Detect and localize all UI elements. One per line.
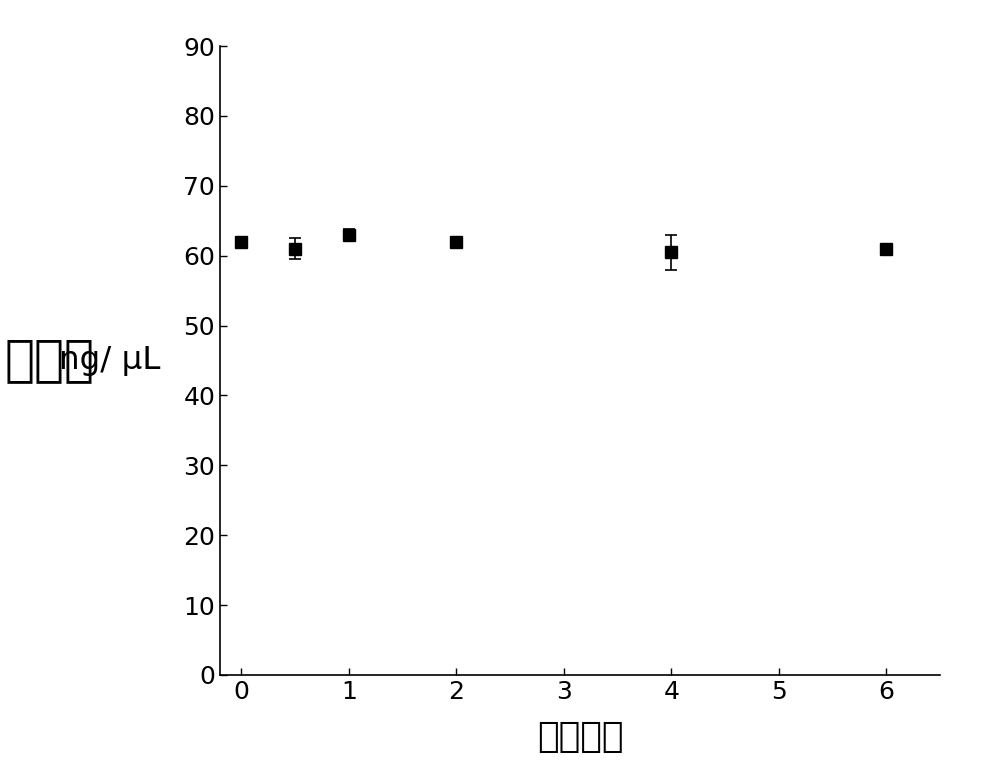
Text: ng/ μL: ng/ μL — [59, 345, 161, 376]
Text: 浓度，: 浓度， — [5, 337, 95, 384]
X-axis label: 时间，月: 时间，月 — [537, 720, 623, 755]
